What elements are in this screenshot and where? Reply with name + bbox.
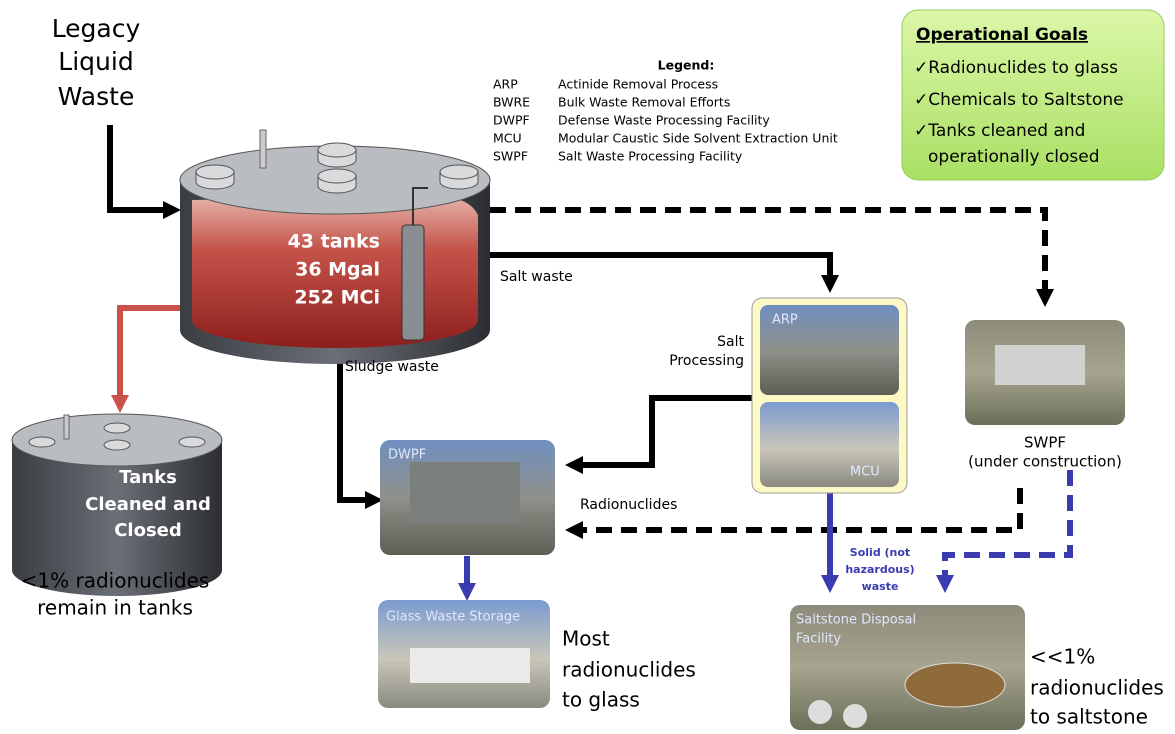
photo-label: MCU [850, 465, 880, 480]
tank-pipe [260, 130, 266, 168]
source-label: Legacy Liquid Waste [52, 14, 141, 111]
flow-label: Sludge waste [345, 359, 439, 375]
flow-label: Salt [717, 334, 744, 350]
tank-lid [29, 437, 55, 447]
arrow [110, 125, 172, 210]
flow-label: hazardous) [845, 563, 914, 576]
goals-title: Operational Goals [916, 25, 1088, 45]
arrow [120, 308, 185, 404]
goal-line: ✓Radionuclides to glass [914, 58, 1118, 78]
tank-lid [440, 165, 478, 179]
tank-lid [196, 165, 234, 179]
legend-text: Modular Caustic Side Solvent Extraction … [558, 131, 838, 146]
tank-stat: 252 MCi [294, 287, 380, 309]
flow-label: Solid (not [850, 546, 910, 559]
closed-tank: Tanks Cleaned and Closed <1% radionuclid… [12, 414, 222, 620]
tank-lid [104, 423, 130, 433]
outcome: Most [562, 627, 610, 651]
tank-label: Closed [114, 520, 182, 541]
arrow [574, 398, 752, 465]
vault [843, 704, 867, 728]
outcome: to glass [562, 688, 640, 712]
source-line: Liquid [58, 47, 133, 76]
tank-stat: 36 Mgal [295, 259, 380, 281]
tank-lid [104, 440, 130, 450]
flow-label: Processing [669, 353, 744, 369]
flow-label: waste [862, 580, 899, 593]
flow-label: Salt waste [500, 269, 573, 285]
tank-lid [179, 437, 205, 447]
goals-box: Operational Goals ✓Radionuclides to glas… [902, 10, 1164, 180]
photo-label: DWPF [388, 448, 426, 463]
diagram: Legacy Liquid Waste Legend: ARP Actinide… [0, 0, 1175, 734]
photo-label: ARP [772, 313, 798, 328]
main-tank: 43 tanks 36 Mgal 252 MCi [180, 130, 490, 364]
tank-stat: 43 tanks [288, 231, 380, 253]
vault [905, 663, 1005, 707]
goal-line: ✓Tanks cleaned and [914, 121, 1085, 141]
legend-abbr: DWPF [493, 113, 530, 128]
legend-text: Defense Waste Processing Facility [558, 113, 770, 128]
legend-title: Legend: [658, 58, 715, 73]
tank-label: Tanks [119, 467, 177, 488]
legend-text: Actinide Removal Process [558, 77, 718, 92]
goal-line: operationally closed [928, 147, 1100, 167]
photo-label: Glass Waste Storage [386, 610, 520, 625]
building [995, 345, 1085, 385]
tank-pipe [64, 415, 69, 439]
goal-line: ✓Chemicals to Saltstone [914, 90, 1124, 110]
vault [808, 700, 832, 724]
outcome: radionuclides [1030, 676, 1164, 700]
outcome: <<1% [1030, 645, 1095, 669]
tank-note: <1% radionuclides [21, 569, 210, 593]
tank-lid [318, 169, 356, 183]
facility-caption: SWPF [1024, 434, 1066, 452]
pump [402, 225, 424, 340]
outcome: to saltstone [1030, 705, 1148, 729]
photo-label: Saltstone Disposal [796, 613, 916, 628]
tank-label: Cleaned and [85, 494, 211, 515]
source-line: Legacy [52, 14, 141, 43]
facility-caption: (under construction) [968, 453, 1122, 471]
legend-abbr: ARP [493, 77, 518, 92]
tank-note: remain in tanks [37, 596, 193, 620]
photo-label: Facility [796, 632, 841, 647]
legend-abbr: MCU [493, 131, 522, 146]
flow-label: Radionuclides [580, 497, 677, 513]
facilities: ARP MCU DWPF SWPF (under construction) G… [378, 298, 1125, 730]
building [410, 462, 520, 524]
legend-text: Bulk Waste Removal Efforts [558, 95, 730, 110]
source-line: Waste [58, 82, 135, 111]
legend-abbr: SWPF [493, 149, 528, 164]
building [410, 648, 530, 683]
legend: Legend: ARP Actinide Removal Process BWR… [493, 58, 838, 164]
tank-lid [318, 143, 356, 157]
legend-text: Salt Waste Processing Facility [558, 149, 743, 164]
legend-abbr: BWRE [493, 95, 530, 110]
outcome: radionuclides [562, 658, 696, 682]
